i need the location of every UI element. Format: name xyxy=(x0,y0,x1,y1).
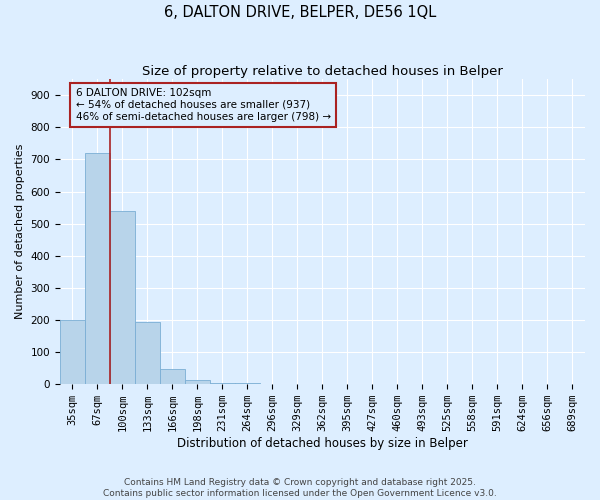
Bar xyxy=(85,153,110,384)
Text: 6 DALTON DRIVE: 102sqm
← 54% of detached houses are smaller (937)
46% of semi-de: 6 DALTON DRIVE: 102sqm ← 54% of detached… xyxy=(76,88,331,122)
X-axis label: Distribution of detached houses by size in Belper: Distribution of detached houses by size … xyxy=(177,437,468,450)
Bar xyxy=(60,320,85,384)
Bar xyxy=(160,369,185,384)
Bar xyxy=(135,322,160,384)
Text: Contains HM Land Registry data © Crown copyright and database right 2025.
Contai: Contains HM Land Registry data © Crown c… xyxy=(103,478,497,498)
Bar xyxy=(185,380,210,384)
Bar xyxy=(210,382,235,384)
Y-axis label: Number of detached properties: Number of detached properties xyxy=(15,144,25,320)
Title: Size of property relative to detached houses in Belper: Size of property relative to detached ho… xyxy=(142,65,503,78)
Text: 6, DALTON DRIVE, BELPER, DE56 1QL: 6, DALTON DRIVE, BELPER, DE56 1QL xyxy=(164,5,436,20)
Bar xyxy=(110,211,135,384)
